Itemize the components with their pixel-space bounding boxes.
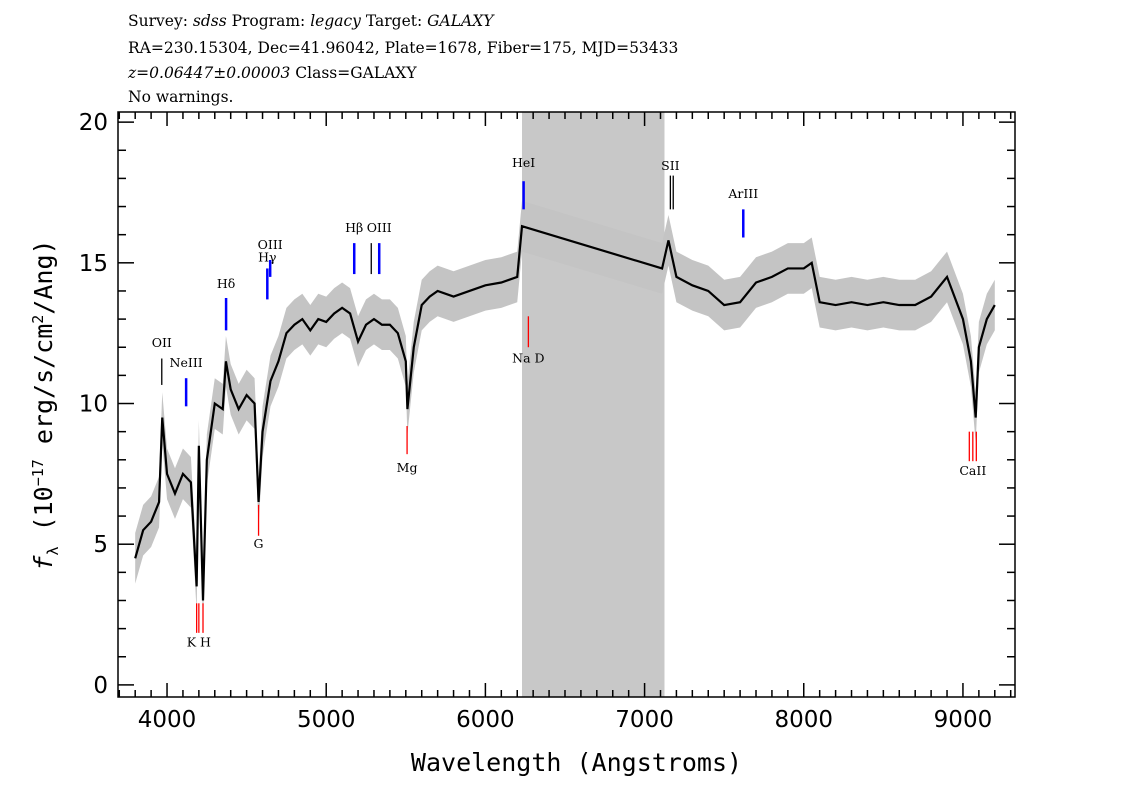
x-axis-label: Wavelength (Angstroms) (411, 748, 742, 777)
header-line-redshift: z=0.06447±0.00003 Class=GALAXY (128, 63, 417, 83)
line-marker-label: SII (661, 158, 680, 173)
line-marker-label: NeIII (170, 355, 203, 370)
line-marker-label: K H (187, 635, 211, 650)
class-value: Class=GALAXY (295, 64, 417, 82)
y-tick-label: 15 (79, 251, 108, 277)
line-marker-label: Hδ (217, 276, 235, 291)
program-value: legacy (310, 12, 361, 30)
line-marker-label: CaII (959, 463, 986, 478)
line-marker-label: HeI (512, 155, 535, 170)
x-tick-label: 7000 (615, 707, 674, 733)
target-value: GALAXY (427, 12, 494, 30)
line-marker-label: Hβ (345, 220, 363, 235)
flux-error-band (135, 200, 995, 626)
redshift-value: z=0.06447±0.00003 (128, 64, 291, 82)
x-tick-label: 5000 (297, 707, 356, 733)
line-marker-label: OIII (258, 237, 283, 252)
y-tick-label: 5 (93, 532, 108, 558)
masked-region (522, 112, 665, 697)
y-axis-label: fλ (10−17 erg/s/cm2/Ang) (29, 239, 62, 570)
line-marker-label: OIII (367, 220, 392, 235)
line-marker-label: G (254, 536, 264, 551)
y-tick-label: 20 (79, 110, 108, 136)
line-marker-label: OII (152, 335, 172, 350)
x-tick-label: 9000 (934, 707, 993, 733)
header-line-survey: Survey: sdss Program: legacy Target: GAL… (128, 11, 494, 31)
survey-label: Survey: (128, 12, 188, 30)
line-marker-label: ArIII (727, 186, 758, 201)
line-marker-label: Na D (512, 350, 544, 365)
plot-frame (117, 111, 1016, 698)
header-line-warnings: No warnings. (128, 88, 234, 106)
line-marker-label: Hγ (258, 249, 276, 264)
survey-value: sdss (192, 12, 227, 30)
x-tick-label: 4000 (138, 707, 197, 733)
y-tick-label: 0 (93, 673, 108, 699)
line-marker-label: Mg (397, 460, 418, 475)
program-label: Program: (231, 12, 306, 30)
y-tick-label: 10 (79, 392, 108, 418)
x-tick-label: 6000 (456, 707, 515, 733)
target-label: Target: (365, 12, 423, 30)
header-line-coordinates: RA=230.15304, Dec=41.96042, Plate=1678, … (128, 39, 679, 57)
flux-line (134, 224, 996, 601)
x-tick-label: 8000 (774, 707, 833, 733)
